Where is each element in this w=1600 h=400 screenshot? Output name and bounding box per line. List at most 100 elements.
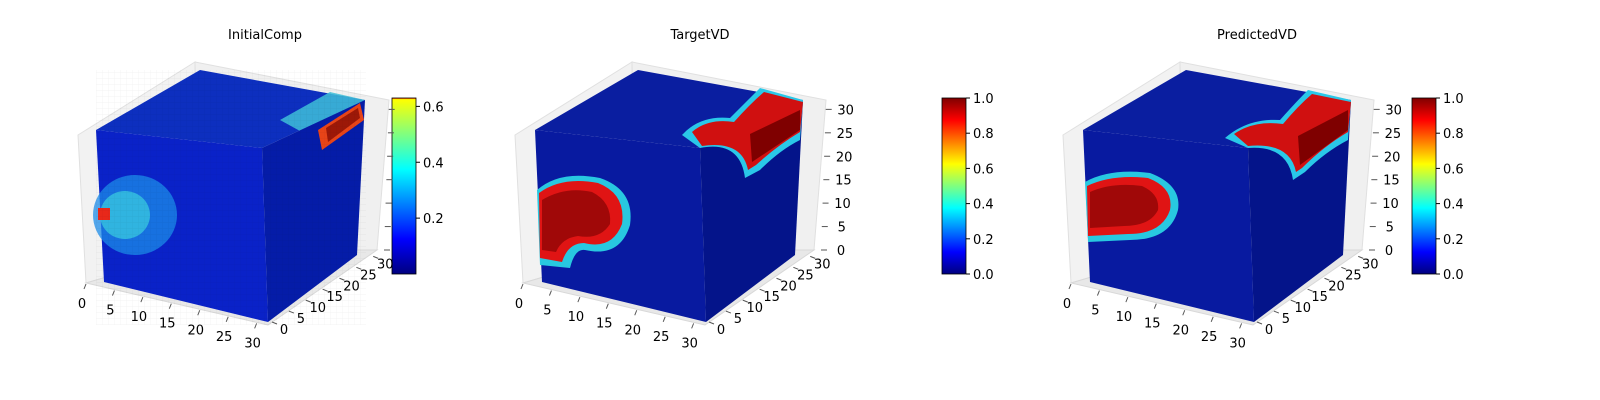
y-tick-label: 5 [734,312,742,327]
y-tick-label: 5 [297,312,305,327]
x-tick-label: 25 [653,330,670,345]
y-tick-label: 0 [717,323,725,338]
voxel-grid-overlay [96,70,366,325]
panel-targetvd: TargetVD 0.00.20.40.60.81.0 0 5 10 15 20 25 30… [514,28,994,351]
y-tick-label: 0 [280,323,288,338]
y-tick-label: 10 [1294,301,1311,316]
x-tick-label: 15 [596,317,613,332]
y-tick-label: 25 [360,268,377,283]
y-tick-mark [288,310,295,314]
z-tick-label: 0 [837,244,845,259]
colorbar [1411,97,1437,275]
x-tick-mark [577,296,581,303]
z-tick-label: 10 [1382,197,1399,212]
side-face-region-core [750,110,800,162]
x-tick-mark [1210,316,1214,322]
chart-title: InitialComp [228,28,302,43]
chart-title: PredictedVD [1217,28,1297,43]
colorbar-tick-label: 0.4 [423,156,444,171]
colorbar-tick-label: 0.4 [973,198,994,213]
x-tick-mark [662,316,666,322]
z-tick-label: 30 [1385,103,1402,118]
panel-initialcomp: InitialComp 0.20.40.6 0 5 10 15 20 25 30051015… [77,28,444,351]
colorbar-ticks: 0.2 0.4 0.6 [416,100,444,227]
z-tick-label: 15 [835,174,852,189]
y-tick-mark [356,266,362,270]
z-tick-label: 20 [836,150,853,165]
x-tick-mark [1125,296,1129,303]
x-tick-mark [168,303,172,309]
x-tick-label: 30 [244,336,261,351]
colorbar-tick-label: 0.0 [1443,268,1464,283]
y-tick-label: 0 [1265,323,1273,338]
y-tick-mark [708,321,715,325]
z-tick-label: 30 [837,103,854,118]
y-tick-mark [810,255,816,259]
x-tick-label: 10 [568,310,585,325]
cube-side-face [700,100,803,322]
x-tick-mark [111,290,115,296]
y-tick-label: 30 [1362,257,1379,272]
y-tick-label: 20 [343,279,360,294]
y-tick-mark [322,288,328,292]
y-tick-label: 20 [780,279,797,294]
x-tick-label: 20 [187,323,204,338]
x-tick-mark [1068,283,1072,290]
y-tick-mark [1341,266,1347,270]
z-tick-label: 25 [837,127,854,142]
colorbar-tick-label: 0.8 [973,127,994,142]
z-tick-label: 5 [1386,221,1394,236]
colorbar-tick-label: 0.6 [973,162,994,177]
y-tick-label: 10 [746,301,763,316]
y-tick-mark [271,321,278,325]
z-tick-label: 10 [834,197,851,212]
y-tick-mark [305,299,311,303]
y-tick-mark [1324,277,1330,281]
y-tick-mark [742,299,748,303]
x-tick-label: 20 [624,323,641,338]
x-tick-label: 10 [131,310,148,325]
colorbar-tick-label: 1.0 [973,92,994,107]
y-tick-label: 30 [814,257,831,272]
x-tick-label: 5 [1091,304,1099,319]
x-tick-label: 5 [543,304,551,319]
colorbar-ticks: 0.0 0.2 0.4 0.6 0.8 1.0 [966,92,994,283]
z-tick-label: 15 [1383,174,1400,189]
y-tick-mark [1358,255,1364,259]
x-tick-mark [225,316,229,322]
side-face-region [1234,94,1351,172]
x-tick-label: 15 [1144,317,1161,332]
x-tick-label: 30 [1229,336,1246,351]
x-tick-mark [254,323,258,329]
y-tick-mark [339,277,345,281]
x-tick-mark [197,310,201,316]
colorbar-tick-label: 0.2 [973,233,994,248]
front-face-region-core [542,190,611,252]
panel-predictedvd: PredictedVD 0.00.20.40.60.81.0 0 5 10 15 20 2… [1062,28,1464,351]
x-tick-label: 0 [78,297,86,312]
colorbar [941,97,967,275]
y-tick-mark [1256,321,1263,325]
y-tick-mark [793,266,799,270]
y-tick-label: 5 [1282,312,1290,327]
side-face-region-core [1298,110,1348,165]
colorbar [391,97,417,275]
x-tick-label: 0 [1063,297,1071,312]
colorbar-tick-label: 0.2 [423,212,444,227]
y-tick-label: 15 [326,290,343,305]
y-tick-label: 30 [377,257,394,272]
y-tick-mark [759,288,765,292]
z-tick-label: 0 [1385,244,1393,259]
x-tick-mark [634,310,638,316]
colorbar-tick-label: 0.2 [1443,233,1464,248]
colorbar-tick-label: 0.0 [973,268,994,283]
x-tick-mark [520,283,524,290]
y-tick-label: 15 [763,290,780,305]
chart-title: TargetVD [669,28,729,43]
x-tick-label: 25 [1201,330,1218,345]
y-tick-label: 20 [1328,279,1345,294]
colorbar-tick-label: 0.6 [423,100,444,115]
